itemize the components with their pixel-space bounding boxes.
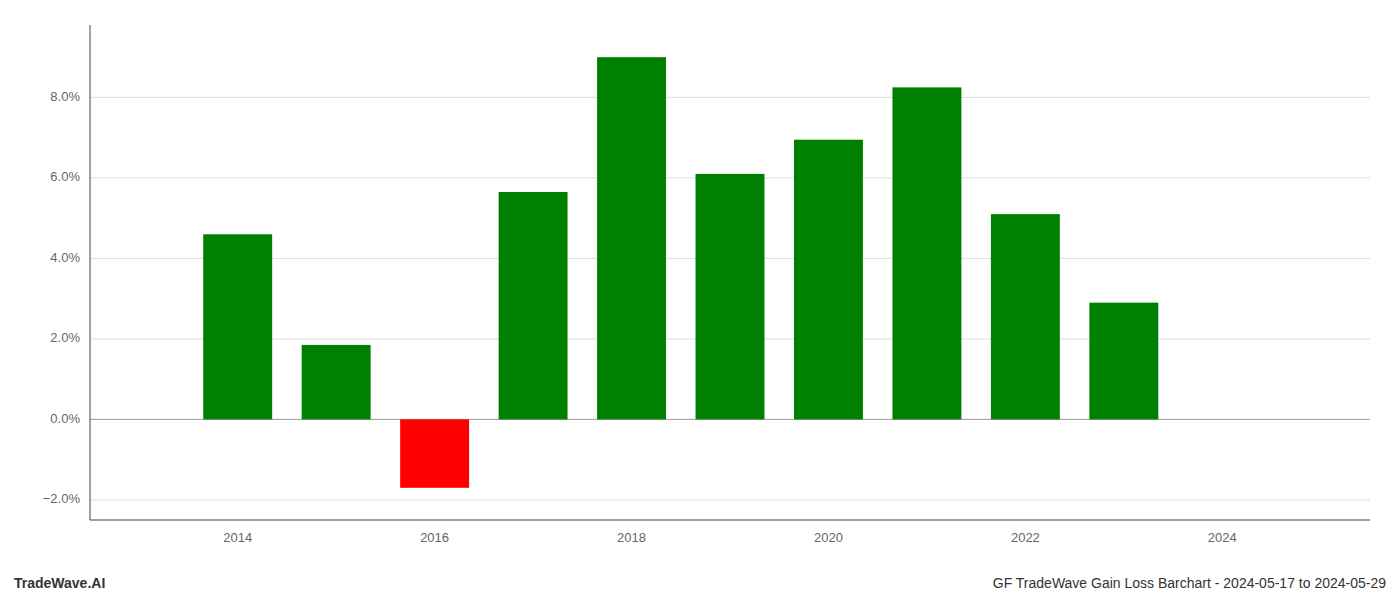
footer-text: TradeWave.AI	[14, 575, 105, 591]
y-grid	[90, 97, 1370, 499]
grid-line	[90, 499, 1370, 500]
x-tick-label: 2018	[617, 530, 646, 545]
y-tick-label: 2.0%	[50, 330, 80, 345]
y-tick-label: 6.0%	[50, 169, 80, 184]
bars	[203, 57, 1158, 488]
background	[0, 0, 1400, 600]
bar	[696, 174, 765, 419]
bar	[203, 234, 272, 419]
y-axis-line	[90, 25, 91, 520]
x-tick-label: 2022	[1011, 530, 1040, 545]
bar	[892, 87, 961, 419]
x-tick-label: 2024	[1208, 530, 1237, 545]
footer-text: GF TradeWave Gain Loss Barchart - 2024-0…	[993, 575, 1386, 591]
x-tick-label: 2016	[420, 530, 449, 545]
grid-line	[90, 97, 1370, 98]
bar	[302, 345, 371, 419]
x-axis-line	[90, 520, 1370, 521]
bar	[597, 57, 666, 419]
bar	[1089, 303, 1158, 420]
x-tick-label: 2014	[223, 530, 252, 545]
bar	[499, 192, 568, 419]
bar	[991, 214, 1060, 419]
x-tick-label: 2020	[814, 530, 843, 545]
y-tick-label: −2.0%	[43, 491, 81, 506]
y-tick-label: 4.0%	[50, 250, 80, 265]
bar	[794, 140, 863, 420]
chart: −2.0% 0.0% 2.0% 4.0% 6.0% 8.0% 2014 2016 2018 202…	[0, 0, 1400, 600]
y-tick-label: 0.0%	[50, 411, 80, 426]
y-tick-label: 8.0%	[50, 89, 80, 104]
bar	[400, 419, 469, 487]
